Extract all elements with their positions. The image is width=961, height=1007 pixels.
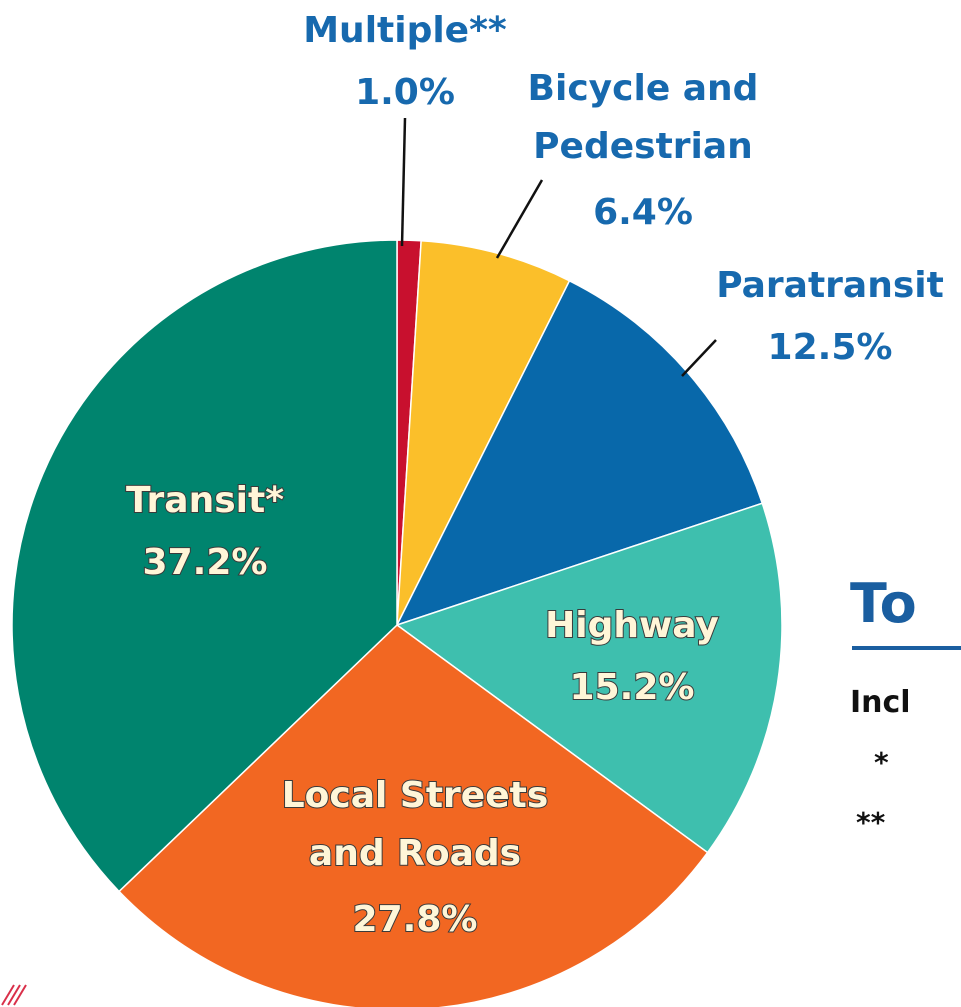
label-line: Multiple**: [303, 10, 507, 51]
label-line: Transit*: [126, 480, 284, 521]
value-label: 15.2%: [570, 667, 695, 708]
label-line: Highway: [545, 605, 719, 646]
pie-slice: [117, 624, 709, 1007]
slice-label: Local Streets and Roads: [282, 775, 549, 874]
label-line: Bicycle and: [528, 68, 759, 109]
slice-label: Paratransit: [716, 265, 944, 306]
logo: [1, 984, 27, 1006]
footnote-mark: *: [874, 746, 889, 779]
value-label: 12.5%: [768, 327, 893, 368]
slice-label: Multiple**: [303, 10, 507, 51]
side-line: Incl: [850, 685, 911, 720]
value-label: 1.0%: [355, 72, 455, 113]
label-line: Paratransit: [716, 265, 944, 306]
pie-slice: [11, 239, 398, 893]
pie-slice: [395, 502, 783, 854]
label-line: Local Streets: [282, 775, 549, 816]
slices: [11, 239, 783, 1007]
leader-line: [681, 339, 717, 377]
side-heading: To: [850, 572, 917, 635]
footnote-mark: **: [856, 806, 886, 839]
slice-label: Transit*: [126, 480, 284, 521]
slice-label: Bicycle and Pedestrian: [528, 68, 759, 167]
value-label: 37.2%: [143, 542, 268, 583]
label-line: Pedestrian: [533, 126, 753, 167]
pie-slice: [395, 279, 764, 627]
value-label: 6.4%: [593, 192, 693, 233]
value-label: 27.8%: [353, 899, 478, 940]
pie-slice: [396, 239, 571, 626]
leader-line: [400, 117, 407, 247]
slice-label: Highway: [545, 605, 719, 646]
leader-line: [495, 179, 544, 259]
label-line: and Roads: [309, 833, 521, 874]
